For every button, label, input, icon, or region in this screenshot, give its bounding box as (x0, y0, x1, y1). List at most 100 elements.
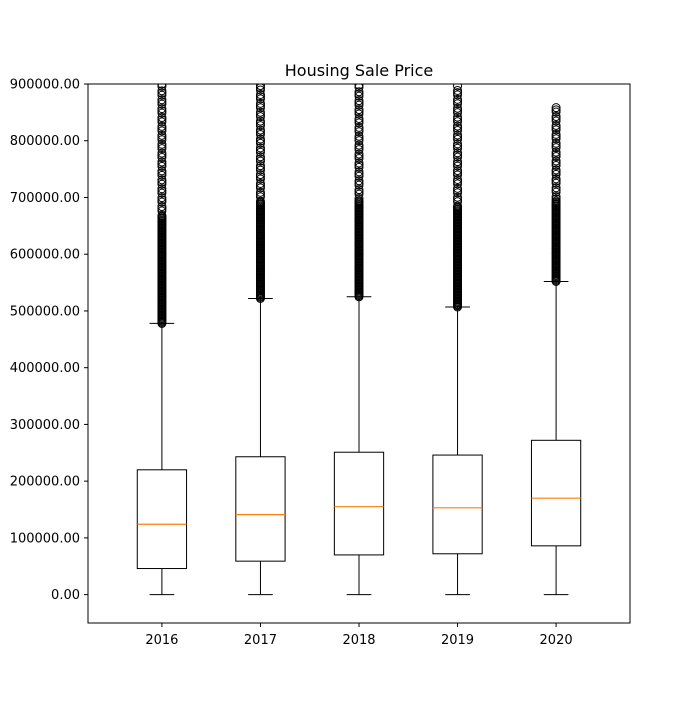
outlier-point (354, 158, 364, 168)
outlier-point (255, 183, 265, 193)
outlier-point (354, 142, 364, 152)
outlier-point (157, 115, 167, 125)
y-tick-label: 400000.00 (10, 361, 80, 376)
outlier-point (157, 184, 167, 194)
outlier-point (157, 95, 167, 105)
outlier-point (157, 159, 167, 169)
outlier-point (551, 192, 561, 202)
outlier-point (255, 156, 265, 166)
outlier-point (551, 116, 561, 126)
outlier-point (255, 190, 265, 200)
outlier-point (354, 145, 364, 155)
outlier-point (157, 90, 167, 100)
outlier-point (551, 134, 561, 144)
outlier-point (255, 138, 265, 148)
outlier-point (453, 150, 463, 160)
outlier-point (157, 175, 167, 185)
y-tick-label: 300000.00 (10, 418, 80, 433)
outlier-point (453, 125, 463, 135)
outlier-point (157, 168, 167, 178)
y-axis: 0.00 100000.00 200000.00 300000.00 400000.00… (10, 78, 88, 603)
outlier-point (354, 171, 364, 181)
outlier-point (354, 125, 364, 135)
outlier-point (255, 136, 265, 146)
outlier-point (453, 134, 463, 144)
outlier-point (255, 145, 265, 155)
outlier-point (551, 194, 561, 204)
outlier-point (255, 92, 265, 102)
outlier-point (255, 85, 265, 95)
outlier-point (453, 90, 463, 100)
outlier-point (453, 183, 463, 193)
outlier-point (157, 130, 167, 140)
y-tick-label: 800000.00 (10, 134, 80, 149)
outlier-point (453, 103, 463, 113)
outlier-point (551, 185, 561, 195)
outlier-point (255, 121, 265, 131)
outlier-point (354, 100, 364, 110)
outlier-point (551, 125, 561, 135)
outlier-point (551, 156, 561, 166)
outlier-point (453, 152, 463, 162)
outlier-point (157, 124, 167, 134)
outlier-point (157, 161, 167, 171)
iqr-box (530, 439, 582, 547)
y-tick-label: 700000.00 (10, 191, 80, 206)
outlier-point (551, 143, 561, 153)
outlier-point (354, 194, 364, 204)
outlier-point (354, 140, 364, 150)
outlier-point (551, 169, 561, 179)
outlier-point (157, 144, 167, 154)
outlier-point (255, 98, 265, 108)
outlier-point (354, 96, 364, 106)
x-tick-label: 2019 (441, 633, 474, 648)
chart-title: Housing Sale Price (285, 61, 434, 80)
outlier-point (453, 99, 463, 109)
outlier-point (157, 179, 167, 189)
outlier-point (255, 187, 265, 197)
outlier-point (157, 121, 167, 131)
outlier-point (157, 117, 167, 127)
outlier-point (157, 166, 167, 176)
outlier-point (255, 103, 265, 113)
outlier-point (255, 127, 265, 137)
outlier-point (255, 94, 265, 104)
outlier-point (453, 192, 463, 202)
box-group (530, 103, 582, 596)
x-tick-label: 2016 (145, 633, 178, 648)
outlier-point (551, 174, 561, 184)
outlier-point (157, 141, 167, 151)
outlier-point (453, 188, 463, 198)
outlier-point (157, 195, 167, 205)
outlier-point (551, 138, 561, 148)
iqr-box (333, 451, 385, 556)
outlier-point (354, 180, 364, 190)
outlier-point (354, 176, 364, 186)
outlier-point (354, 160, 364, 170)
outlier-point (255, 163, 265, 173)
outlier-point (453, 201, 463, 211)
outlier-point (157, 150, 167, 160)
outlier-point (453, 94, 463, 104)
outlier-point (551, 114, 561, 124)
outlier-point (354, 84, 364, 90)
outlier-point (453, 148, 463, 158)
outlier-point (157, 197, 167, 207)
x-tick-label: 2018 (342, 633, 375, 648)
outlier-point (255, 112, 265, 122)
outlier-point (255, 89, 265, 99)
outlier-point (551, 176, 561, 186)
outlier-point (551, 178, 561, 188)
outlier-point (551, 103, 561, 113)
outlier-point (453, 112, 463, 122)
outlier-point (354, 116, 364, 126)
outlier-point (157, 170, 167, 180)
outlier-point (255, 165, 265, 175)
outlier-point (157, 177, 167, 187)
outlier-point (354, 118, 364, 128)
outlier-point (255, 154, 265, 164)
outlier-point (551, 158, 561, 168)
outlier-point (551, 105, 561, 115)
outlier-point (453, 84, 463, 91)
